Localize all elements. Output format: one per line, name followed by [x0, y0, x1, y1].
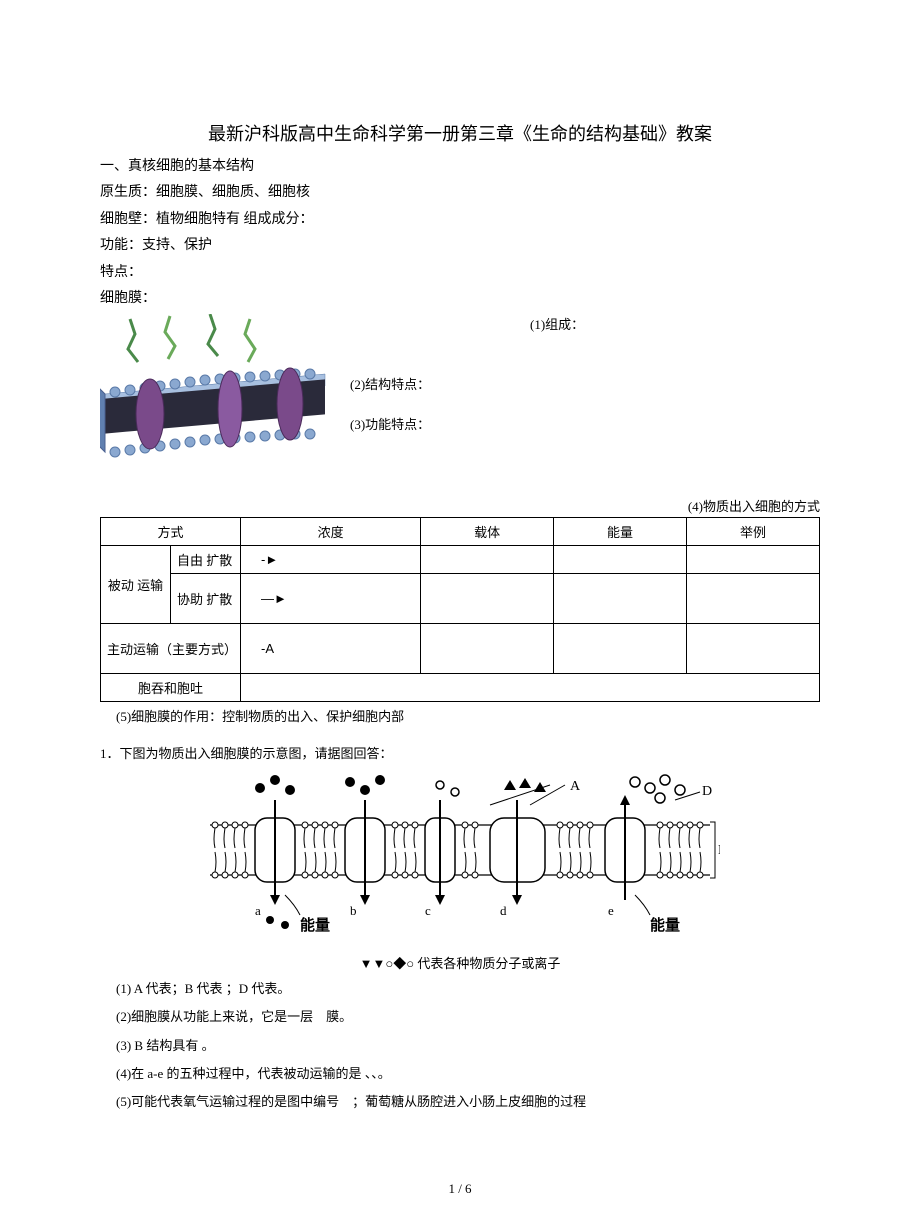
energy-label-1: 能量: [300, 916, 330, 934]
legend-text: 代表各种物质分子或离子: [417, 956, 560, 971]
th-example: 举例: [687, 518, 820, 546]
td-empty: [687, 574, 820, 624]
legend-line: ▼▼○◆○ 代表各种物质分子或离子: [100, 953, 820, 972]
th-method: 方式: [101, 518, 241, 546]
energy-label-2: 能量: [650, 916, 680, 934]
svg-text:d: d: [500, 903, 507, 918]
subq-1: (1) A 代表；B 代表 ；D 代表。: [116, 978, 820, 1000]
td-arrow3: -A: [241, 624, 421, 674]
td-empty: [421, 546, 554, 574]
th-energy: 能量: [554, 518, 687, 546]
svg-text:a: a: [255, 903, 261, 918]
svg-text:c: c: [425, 903, 431, 918]
td-empty: [554, 574, 687, 624]
text-line: 功能：支持、保护: [100, 235, 820, 257]
td-arrow1: -►: [241, 546, 421, 574]
subq-2: (2)细胞膜从功能上来说，它是一层 膜。: [116, 1006, 820, 1028]
td-empty: [687, 546, 820, 574]
td-arrow2: —►: [241, 574, 421, 624]
svg-text:b: b: [350, 903, 357, 918]
th-carrier: 载体: [421, 518, 554, 546]
subq-3: (3) B 结构具有 。: [116, 1035, 820, 1057]
subq-4: (4)在 a-e 的五种过程中，代表被动运输的是 、、。: [116, 1063, 820, 1085]
td-active: 主动运输（主要方式）: [101, 624, 241, 674]
td-facil: 协助 扩散: [171, 574, 241, 624]
td-passive: 被动 运输: [101, 546, 171, 624]
note-5: (5)细胞膜的作用：控制物质的出入、保护细胞内部: [116, 706, 820, 725]
transport-diagram: A D: [100, 770, 820, 945]
fig-label-3: (3)功能特点：: [350, 414, 430, 433]
td-empty: [241, 674, 820, 702]
td-endo: 胞吞和胞吐: [101, 674, 241, 702]
subq-5: (5)可能代表氧气运输过程的是图中编号 ；葡萄糖从肠腔进入小肠上皮细胞的过程: [116, 1091, 820, 1113]
label-D: D: [702, 784, 712, 799]
td-empty: [421, 574, 554, 624]
label-B: B: [718, 843, 720, 858]
fig-label-4: (4)物质出入细胞的方式: [100, 496, 820, 515]
label-A: A: [570, 779, 581, 794]
svg-text:e: e: [608, 903, 614, 918]
text-line: 特点：: [100, 262, 820, 284]
text-line: 原生质：细胞膜、细胞质、细胞核: [100, 182, 820, 204]
text-line: 细胞壁：植物细胞特有 组成成分：: [100, 209, 820, 231]
legend-symbols: ▼▼○◆○: [360, 956, 414, 971]
doc-title: 最新沪科版高中生命科学第一册第三章《生命的结构基础》教案: [100, 120, 820, 146]
td-empty: [554, 546, 687, 574]
membrane-figure-block: (1)组成： (2)结构特点： (3)功能特点：: [100, 314, 820, 494]
td-empty: [687, 624, 820, 674]
transport-table: 方式 浓度 载体 能量 举例 被动 运输 自由 扩散 -► 协助 扩散 —► 主…: [100, 517, 820, 702]
membrane-diagram: [100, 314, 330, 484]
td-empty: [421, 624, 554, 674]
td-empty: [554, 624, 687, 674]
th-conc: 浓度: [241, 518, 421, 546]
fig-label-1: (1)组成：: [530, 314, 584, 333]
td-free: 自由 扩散: [171, 546, 241, 574]
question-1: 1．下图为物质出入细胞膜的示意图，请据图回答：: [100, 743, 820, 762]
fig-label-2: (2)结构特点：: [350, 374, 430, 393]
page-number: 1 / 6: [0, 1181, 920, 1197]
text-line: 细胞膜：: [100, 288, 820, 310]
section-heading: 一、真核细胞的基本结构: [100, 156, 820, 178]
